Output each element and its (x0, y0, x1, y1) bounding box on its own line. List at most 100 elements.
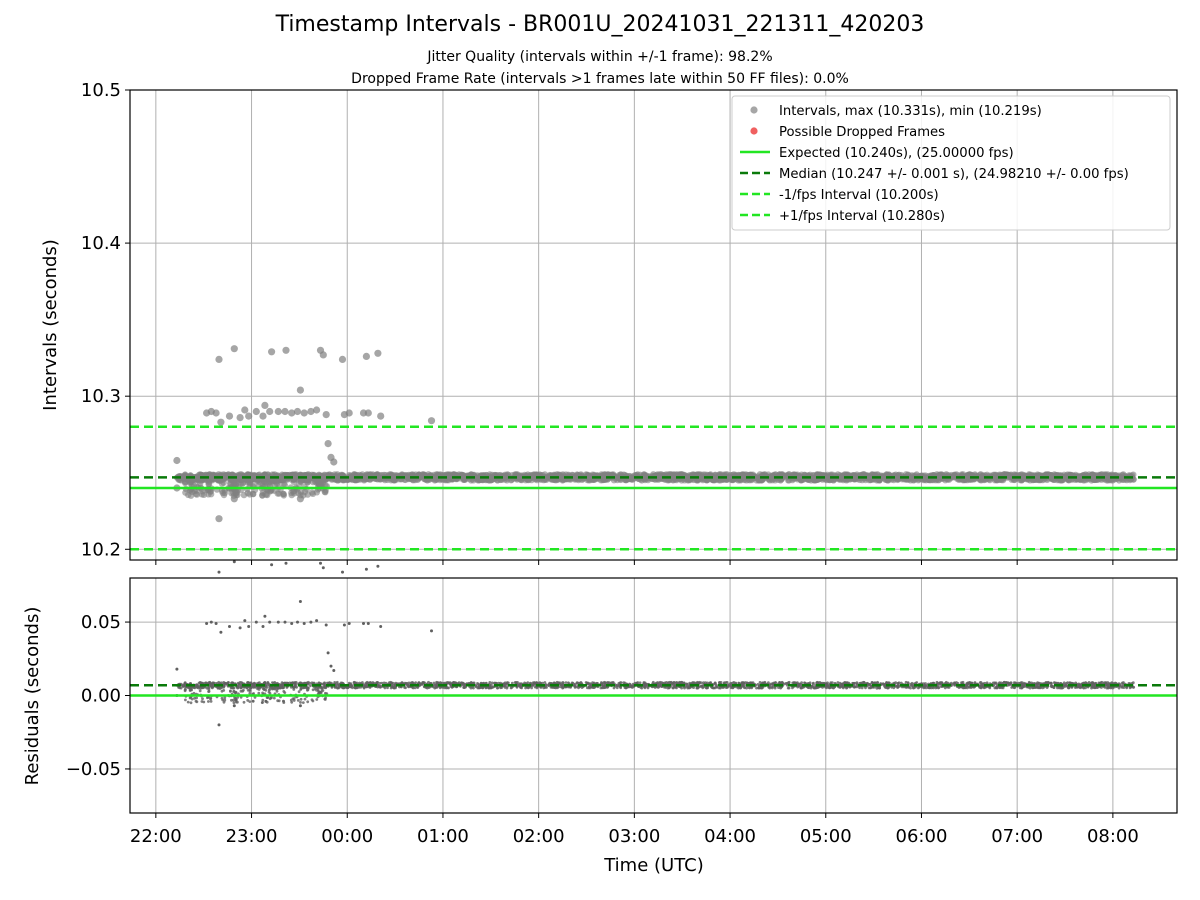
residual-point (612, 686, 616, 690)
interval-outlier-point (225, 412, 234, 420)
residual-point (934, 686, 938, 690)
interval-point (991, 477, 999, 484)
residual-point (636, 681, 640, 684)
residual-point (1090, 686, 1093, 690)
chart-title: Timestamp Intervals - BR001U_20241031_22… (275, 12, 925, 37)
residual-point (477, 682, 480, 686)
interval-outlier-point (274, 407, 282, 416)
interval-outlier-point (296, 495, 304, 503)
residual-point (887, 686, 890, 690)
residual-point (755, 686, 758, 690)
interval-point (837, 472, 845, 480)
residual-point (432, 681, 436, 685)
residual-point (826, 684, 830, 688)
interval-outlier-point (268, 348, 276, 356)
residual-point (923, 684, 927, 687)
interval-outlier-point (245, 412, 253, 420)
interval-point (317, 481, 325, 488)
residual-point (747, 686, 751, 689)
residual-point (309, 684, 312, 688)
interval-outlier-point (288, 409, 296, 417)
residual-point (853, 685, 857, 689)
interval-point (671, 475, 678, 483)
interval-outlier-point (266, 407, 274, 416)
residual-point (1056, 686, 1059, 690)
interval-point (1104, 471, 1112, 478)
interval-point (268, 477, 276, 484)
interval-outlier-point (215, 355, 223, 363)
residual-point (780, 681, 784, 684)
residual-point (867, 686, 871, 690)
chart-subtitle-jitter: Jitter Quality (intervals within +/-1 fr… (427, 49, 773, 65)
residual-point (496, 686, 500, 690)
residual-point (403, 681, 407, 685)
interval-point (182, 478, 189, 486)
residual-point (543, 681, 547, 684)
interval-outlier-point (364, 409, 372, 417)
interval-point (501, 476, 509, 483)
residual-point (944, 680, 948, 684)
interval-point (586, 475, 593, 482)
interval-point (313, 489, 320, 496)
interval-outlier-point (345, 409, 353, 417)
interval-point (529, 474, 536, 481)
residual-point (544, 683, 548, 686)
interval-point (752, 474, 759, 481)
interval-outlier-point (324, 440, 332, 448)
interval-outlier-point (307, 407, 315, 416)
residual-point (904, 680, 908, 684)
residual-points (175, 560, 1136, 727)
residual-point (579, 681, 583, 684)
interval-outlier-point (296, 386, 304, 394)
interval-outlier-point (300, 409, 308, 417)
residual-point (700, 681, 703, 685)
residual-point (777, 686, 780, 689)
interval-point (807, 477, 815, 484)
residual-point (614, 683, 618, 687)
residual-point (355, 686, 359, 690)
interval-outlier-point (374, 349, 382, 357)
residual-point (631, 686, 634, 689)
interval-point (376, 475, 383, 482)
residual-point (811, 682, 815, 685)
residual-point (985, 681, 989, 685)
interval-outlier-point (259, 412, 267, 420)
interval-point (240, 479, 247, 486)
residual-point (266, 681, 270, 684)
interval-point (227, 480, 234, 487)
residual-point (725, 681, 729, 684)
residual-point (1110, 681, 1114, 685)
residual-point (855, 683, 859, 687)
residual-point (378, 681, 382, 685)
residual-point (1105, 684, 1109, 688)
residual-point (800, 681, 803, 685)
residual-point (1052, 686, 1056, 689)
residual-point (414, 681, 418, 684)
residual-point (881, 682, 885, 686)
residual-point (530, 686, 533, 690)
interval-point (193, 476, 201, 483)
interval-point (910, 477, 917, 484)
residual-point (1120, 686, 1124, 689)
interval-points (173, 345, 1137, 523)
residual-point (472, 686, 475, 690)
residual-point (685, 685, 688, 689)
residual-point (245, 686, 249, 689)
residual-point (836, 681, 840, 684)
residual-point (524, 686, 527, 690)
residual-point (993, 681, 997, 685)
interval-outlier-point (313, 406, 321, 414)
interval-point (289, 488, 297, 495)
interval-outlier-point (338, 355, 347, 363)
residual-point (433, 684, 437, 687)
interval-point (255, 478, 263, 485)
residual-point (839, 685, 842, 689)
residual-point (675, 681, 679, 684)
residual-point (722, 686, 725, 689)
residual-point (584, 681, 588, 684)
interval-point (418, 473, 426, 480)
interval-outlier-point (230, 495, 238, 503)
interval-outlier-point (173, 456, 181, 465)
interval-outlier-point (282, 346, 290, 354)
residual-point (731, 685, 735, 689)
